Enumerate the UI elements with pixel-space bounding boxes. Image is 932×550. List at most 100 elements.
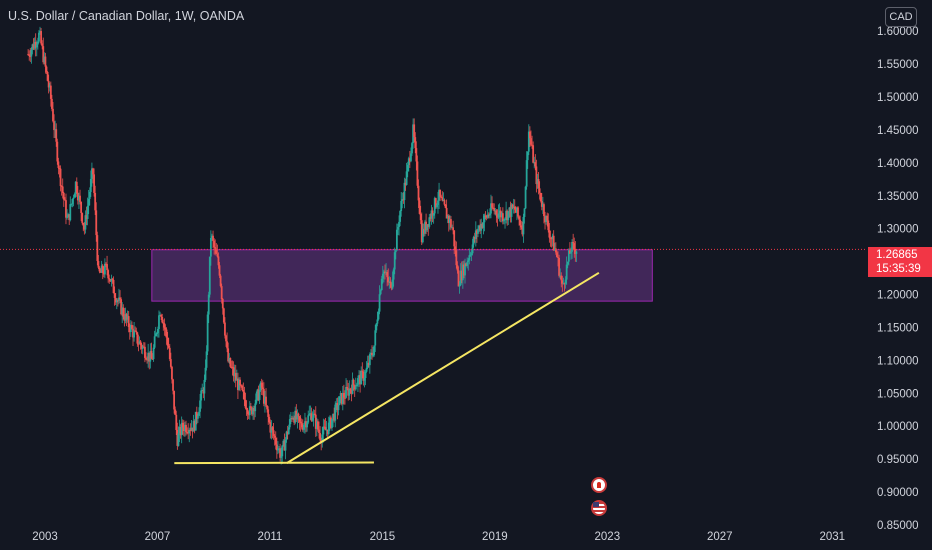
candle-body (474, 230, 477, 240)
candle (500, 211, 503, 223)
candle (457, 266, 460, 287)
candle-body (36, 41, 39, 45)
candle-body (472, 236, 475, 245)
candle (29, 47, 32, 62)
candle (348, 380, 351, 400)
candle-body (376, 319, 379, 324)
candle-body (237, 378, 239, 391)
candle-body (234, 372, 237, 381)
candle-body (187, 432, 190, 434)
candle (140, 342, 143, 354)
candle (131, 321, 133, 330)
candle (293, 415, 296, 426)
candle (228, 353, 231, 364)
candle (466, 257, 469, 269)
candle (423, 223, 425, 237)
candle (569, 242, 571, 254)
candle-body (211, 235, 213, 238)
candle-body (160, 315, 163, 317)
candle (524, 185, 527, 209)
time-axis[interactable]: 2003 2007 2011 2015 2019 2023 2027 2031 (32, 531, 845, 543)
last-price-badge: 1.26865 15:35:39 (868, 247, 932, 277)
candle (328, 415, 331, 431)
candle-body (534, 162, 537, 167)
candle-body (182, 427, 185, 432)
candle-body (384, 271, 386, 273)
candle-body (85, 215, 88, 220)
candle (499, 207, 502, 223)
candle (388, 276, 391, 289)
candle-body (363, 378, 366, 381)
candle (34, 33, 37, 57)
candle-body (306, 422, 309, 428)
candle-body (60, 186, 63, 188)
candle (426, 224, 429, 232)
candle-body (233, 372, 236, 377)
candle (309, 405, 312, 420)
candle-body (313, 413, 316, 415)
candle (365, 361, 368, 373)
candle-body (116, 300, 119, 302)
candle-body (98, 267, 101, 272)
currency-label[interactable]: CAD (885, 7, 917, 27)
candle-body (239, 379, 241, 386)
candle-body (453, 230, 456, 247)
candle (525, 151, 528, 190)
candle (287, 424, 290, 435)
candle (86, 197, 89, 226)
candle-body (83, 225, 86, 230)
candle (452, 220, 455, 235)
canada-flag-icon[interactable] (591, 477, 607, 493)
candle (445, 199, 448, 219)
candle (467, 258, 470, 271)
candle-body (244, 399, 247, 408)
candle-body (463, 264, 465, 276)
candle (506, 209, 509, 226)
candle (392, 267, 395, 287)
candle-body (539, 192, 542, 202)
candle-body (375, 323, 378, 331)
candle (497, 204, 500, 220)
candle-body (206, 314, 209, 352)
candle (412, 118, 415, 149)
candle (509, 201, 512, 223)
candle-body (152, 347, 155, 360)
candle (376, 311, 379, 327)
candle (123, 308, 126, 327)
candle (314, 406, 317, 437)
candle (68, 214, 71, 226)
candle-body (74, 181, 77, 194)
candle (487, 212, 490, 219)
candle (154, 326, 157, 337)
candles-layer (27, 26, 578, 465)
candle (508, 206, 511, 219)
candle-body (127, 316, 130, 328)
candle (36, 37, 39, 50)
candle-body (407, 158, 410, 166)
candle (180, 416, 183, 444)
candle-body (372, 355, 374, 357)
candle (248, 401, 251, 420)
candle (484, 211, 487, 220)
price-axis[interactable]: 0.85000 0.90000 0.95000 1.00000 1.05000 1.100… (877, 26, 919, 532)
candle-body (317, 421, 319, 430)
candle-body (140, 345, 143, 349)
candle-body (309, 413, 312, 415)
candle-body (262, 388, 265, 404)
us-flag-icon[interactable] (591, 500, 607, 516)
candle-body (487, 214, 490, 216)
candle-body (255, 393, 258, 404)
candle (87, 189, 90, 215)
candle (243, 386, 246, 407)
candle (454, 240, 457, 257)
candle-body (225, 335, 227, 342)
candle-body (421, 228, 424, 243)
symbol-title[interactable]: U.S. Dollar / Canadian Dollar, 1W, OANDA (8, 9, 245, 23)
candle-body (30, 49, 33, 57)
candle-body (168, 347, 171, 360)
candle (405, 162, 408, 186)
candle (522, 213, 525, 243)
candle-body (184, 424, 186, 432)
